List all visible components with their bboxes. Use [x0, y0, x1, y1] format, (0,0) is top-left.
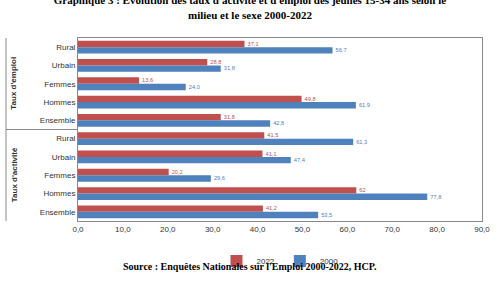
svg-text:28,8: 28,8 [210, 59, 221, 65]
svg-text:24,0: 24,0 [189, 84, 200, 90]
svg-text:Urbain: Urbain [52, 61, 76, 70]
svg-text:50,0: 50,0 [295, 225, 311, 234]
svg-text:10,0: 10,0 [115, 225, 131, 234]
svg-text:47,4: 47,4 [294, 157, 305, 163]
svg-text:90,0: 90,0 [474, 225, 490, 234]
svg-text:Ensemble: Ensemble [40, 208, 76, 217]
svg-text:2000: 2000 [320, 257, 338, 266]
svg-text:Hommes: Hommes [43, 189, 75, 198]
svg-text:80,0: 80,0 [429, 225, 445, 234]
svg-text:2022: 2022 [257, 257, 275, 266]
svg-text:Rural: Rural [56, 134, 75, 143]
svg-text:41,5: 41,5 [267, 132, 278, 138]
svg-text:40,0: 40,0 [250, 225, 266, 234]
svg-text:53,5: 53,5 [321, 212, 332, 218]
svg-text:Femmes: Femmes [44, 80, 75, 89]
svg-text:77,8: 77,8 [430, 194, 441, 200]
svg-text:Urbain: Urbain [52, 153, 76, 162]
svg-text:Graphique 3 : Evolution des ta: Graphique 3 : Evolution des taux d'activ… [54, 0, 446, 21]
svg-text:Ensemble: Ensemble [40, 116, 76, 125]
svg-text:Taux d'activité: Taux d'activité [10, 147, 19, 202]
svg-text:Femmes: Femmes [44, 171, 75, 180]
svg-text:70,0: 70,0 [384, 225, 400, 234]
svg-text:31,8: 31,8 [224, 65, 235, 71]
svg-text:61,3: 61,3 [356, 139, 367, 145]
svg-text:13,6: 13,6 [142, 77, 153, 83]
svg-text:30,0: 30,0 [205, 225, 221, 234]
svg-text:29,6: 29,6 [214, 175, 225, 181]
svg-text:61,9: 61,9 [359, 102, 370, 108]
svg-text:31,8: 31,8 [224, 114, 235, 120]
svg-text:Rural: Rural [56, 43, 75, 52]
svg-text:56,7: 56,7 [336, 47, 347, 53]
svg-text:42,8: 42,8 [273, 120, 284, 126]
svg-text:49,8: 49,8 [305, 96, 316, 102]
svg-text:Taux d'emploi: Taux d'emploi [9, 57, 18, 110]
svg-text:60,0: 60,0 [340, 225, 356, 234]
svg-text:Hommes: Hommes [43, 98, 75, 107]
svg-text:41,2: 41,2 [266, 205, 277, 211]
svg-text:20,0: 20,0 [160, 225, 176, 234]
svg-text:37,1: 37,1 [248, 41, 259, 47]
svg-text:Source : Enquêtes Nationales s: Source : Enquêtes Nationales sur l'Emplo… [123, 261, 377, 272]
svg-text:0,0: 0,0 [72, 225, 84, 234]
svg-text:20,2: 20,2 [172, 169, 183, 175]
svg-text:41,1: 41,1 [266, 151, 277, 157]
svg-text:62: 62 [359, 187, 365, 193]
